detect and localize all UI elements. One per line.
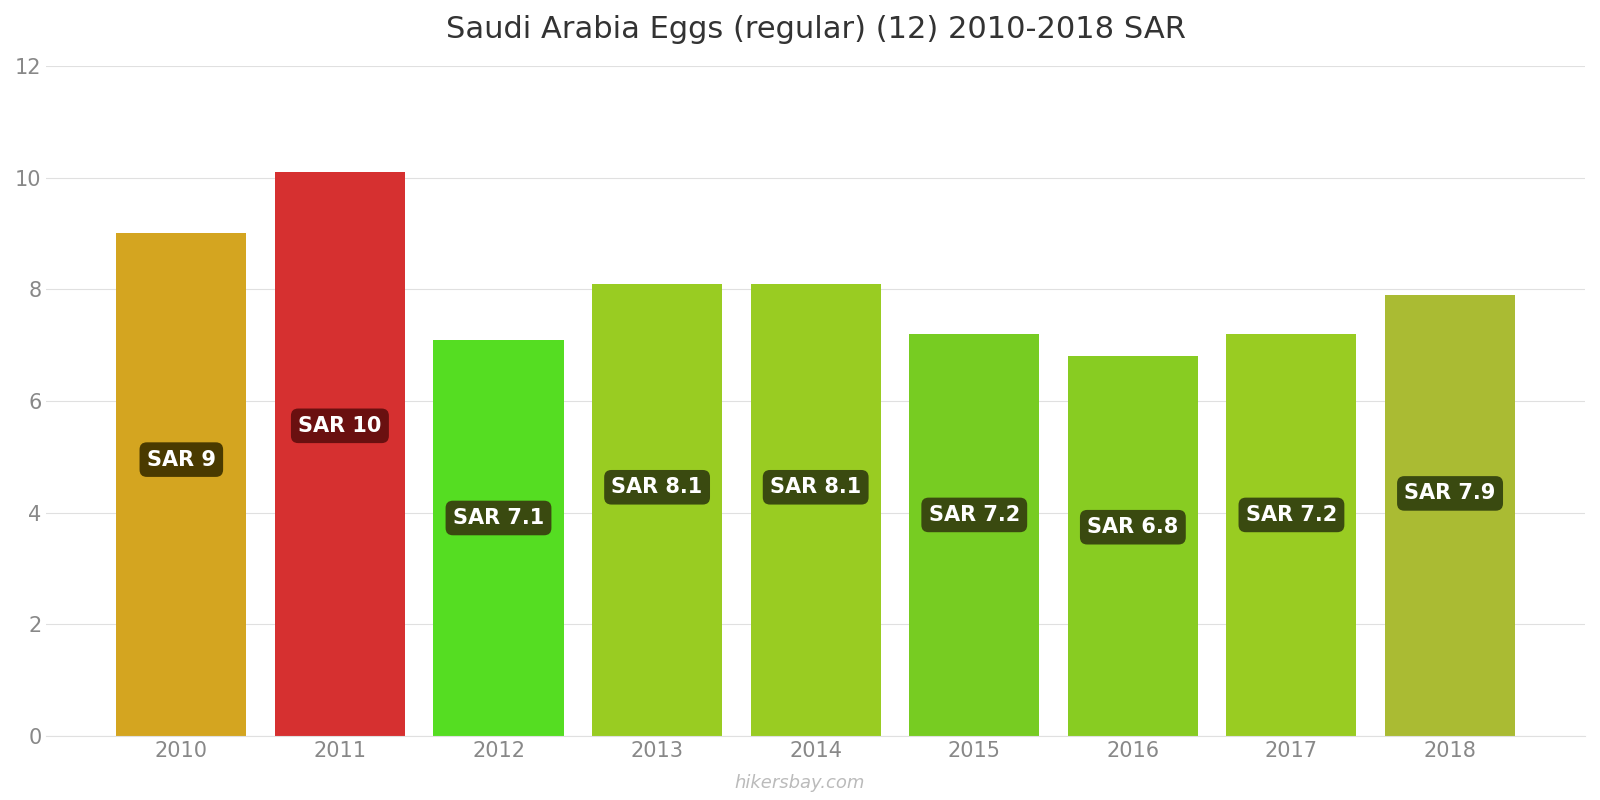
Text: SAR 7.1: SAR 7.1	[453, 508, 544, 528]
Bar	[434, 339, 563, 736]
Bar	[1227, 334, 1357, 736]
Text: SAR 7.9: SAR 7.9	[1405, 483, 1496, 503]
Text: SAR 7.2: SAR 7.2	[928, 505, 1019, 525]
Bar	[909, 334, 1040, 736]
Bar	[1386, 295, 1515, 736]
Text: SAR 9: SAR 9	[147, 450, 216, 470]
Text: SAR 8.1: SAR 8.1	[770, 478, 861, 498]
Title: Saudi Arabia Eggs (regular) (12) 2010-2018 SAR: Saudi Arabia Eggs (regular) (12) 2010-20…	[446, 15, 1186, 44]
Bar	[750, 284, 880, 736]
Text: SAR 7.2: SAR 7.2	[1246, 505, 1338, 525]
Bar	[1067, 356, 1198, 736]
Bar	[275, 172, 405, 736]
Text: SAR 10: SAR 10	[298, 416, 381, 436]
Text: SAR 8.1: SAR 8.1	[611, 478, 702, 498]
Text: SAR 6.8: SAR 6.8	[1088, 518, 1179, 538]
Bar	[117, 234, 246, 736]
Bar	[592, 284, 722, 736]
Text: hikersbay.com: hikersbay.com	[734, 774, 866, 792]
